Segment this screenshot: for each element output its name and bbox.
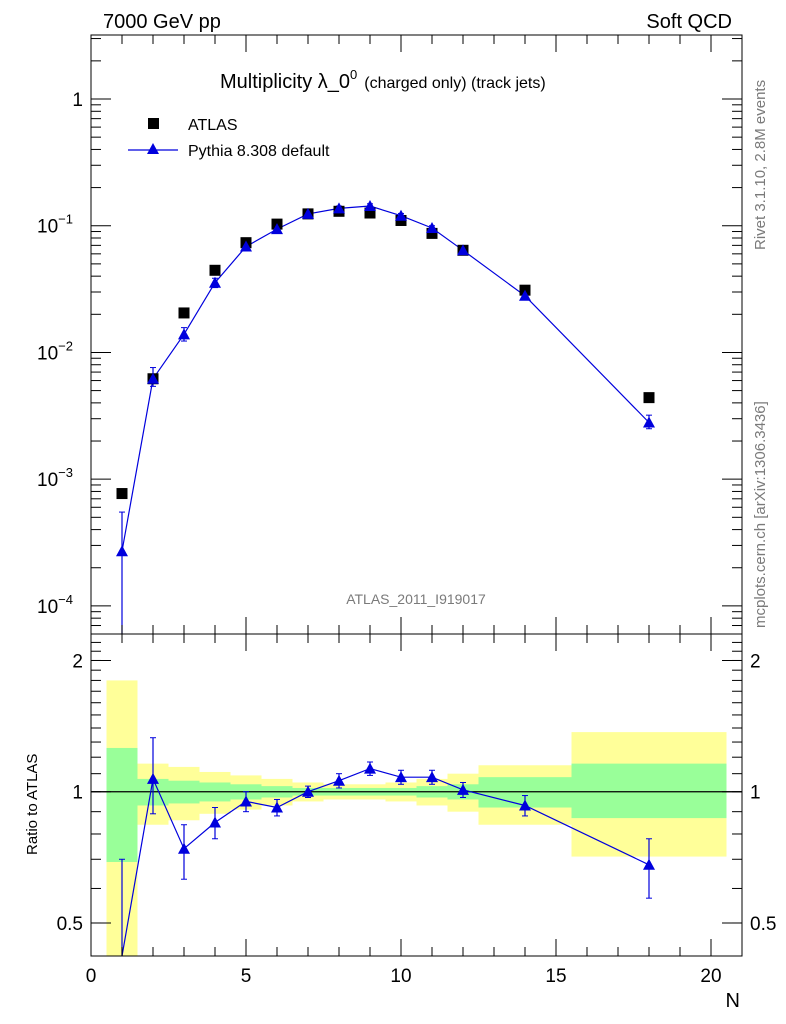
- main-marks: [116, 200, 655, 634]
- ratio-pythia-point: [519, 799, 531, 811]
- ratio-pythia-point: [147, 772, 159, 784]
- chart-title-main: Multiplicity λ_0: [220, 71, 350, 93]
- chart-title-superscript: 0: [350, 67, 357, 82]
- pythia-data-point: [178, 328, 190, 340]
- ratio-pythia-point: [302, 785, 314, 797]
- pythia-data-point: [457, 244, 469, 256]
- pythia-data-point: [395, 209, 407, 221]
- legend-label-atlas: ATLAS: [188, 117, 238, 134]
- ratio-y-tick-label-left: 0.5: [57, 914, 83, 935]
- pythia-line: [121, 205, 650, 552]
- ratio-y-tick-label-right: 0.5: [750, 914, 776, 935]
- pythia-data-point: [333, 202, 345, 214]
- main-y-tick-label: 1: [72, 90, 83, 111]
- ratio-pythia-point: [395, 771, 407, 783]
- ratio-pythia-point: [333, 774, 345, 786]
- header-left-label: 7000 GeV pp: [103, 11, 221, 33]
- x-tick-label: 20: [700, 966, 721, 987]
- x-tick-label: 15: [545, 966, 566, 987]
- ratio-marks: [91, 680, 742, 957]
- main-y-tick-label: 10−1: [37, 212, 73, 238]
- main-y-tick-base: 10: [37, 470, 58, 491]
- main-y-tick-exponent: −3: [58, 465, 73, 480]
- pythia-data-point: [519, 289, 531, 301]
- legend: ATLAS Pythia 8.308 default: [128, 117, 330, 160]
- main-plot-panel: 110−110−210−310−4 Multiplicity λ_00(char…: [37, 34, 743, 635]
- main-y-tick-exponent: −2: [58, 338, 73, 353]
- ratio-y-axis-label: Ratio to ATLAS: [24, 754, 41, 855]
- atlas-data-point: [643, 392, 655, 404]
- main-y-tick-base: 10: [37, 597, 58, 618]
- ratio-plot-frame: [90, 633, 743, 957]
- main-y-tick-label: 10−3: [37, 465, 73, 491]
- x-tick-label: 10: [390, 966, 411, 987]
- main-y-tick-base: 10: [37, 217, 58, 238]
- main-axes: 110−110−210−310−4: [37, 35, 743, 635]
- pythia-data-point: [209, 276, 221, 288]
- atlas-data-point: [364, 207, 376, 219]
- main-y-tick-base: 10: [37, 343, 58, 364]
- legend-square-marker: [148, 118, 159, 129]
- pythia-data-point: [271, 223, 283, 235]
- header-right-label: Soft QCD: [646, 11, 732, 33]
- ratio-pythia-point: [457, 783, 469, 795]
- main-y-tick-exponent: −1: [58, 212, 73, 227]
- pythia-data-point: [364, 200, 376, 212]
- pythia-data-point: [147, 372, 159, 384]
- ratio-pythia-point: [240, 795, 252, 807]
- ratio-y-tick-label-right: 1: [750, 783, 761, 804]
- chart-title: Multiplicity λ_00 (charged only) (track j…: [220, 67, 546, 93]
- ratio-pythia-point: [643, 858, 655, 870]
- pythia-data-point: [240, 240, 252, 252]
- ratio-pythia-point: [178, 842, 190, 854]
- x-tick-label: 0: [86, 966, 97, 987]
- atlas-data-point: [116, 488, 128, 500]
- mcplots-reference-label: mcplots.cern.ch [arXiv:1306.3436]: [752, 401, 769, 628]
- ratio-pythia-line: [121, 767, 650, 957]
- ratio-pythia-point: [426, 771, 438, 783]
- ratio-pythia-point: [209, 816, 221, 828]
- x-tick-label: 5: [241, 966, 252, 987]
- pythia-data-point: [302, 207, 314, 219]
- ratio-plot-panel: 0.5 0.51 12 20 5 10 15 20 Ratio to ATLAS N: [24, 633, 776, 1012]
- ratio-y-tick-label-left: 2: [72, 651, 83, 672]
- ratio-pythia-point: [271, 801, 283, 813]
- pythia-data-point: [643, 416, 655, 428]
- atlas-data-point: [178, 307, 190, 319]
- main-y-tick-label: 10−2: [37, 338, 73, 364]
- analysis-label: ATLAS_2011_I919017: [346, 591, 486, 607]
- chart-title-suffix: (charged only) (track jets): [364, 75, 545, 92]
- atlas-data-point: [209, 264, 221, 276]
- legend-label-pythia: Pythia 8.308 default: [188, 143, 330, 160]
- ratio-pythia-point: [364, 762, 376, 774]
- legend-entry-pythia: Pythia 8.308 default: [128, 143, 330, 160]
- ratio-y-tick-label-left: 1: [72, 783, 83, 804]
- pythia-data-point: [116, 545, 128, 557]
- uncertainty-band-green: [571, 763, 727, 819]
- legend-triangle-marker: [147, 143, 159, 154]
- rivet-version-label: Rivet 3.1.10, 2.8M events: [752, 80, 769, 250]
- x-axis-label: N: [726, 990, 740, 1012]
- legend-entry-atlas: ATLAS: [148, 117, 238, 134]
- ratio-axes: 0.5 0.51 12 20 5 10 15 20: [57, 634, 776, 987]
- uncertainty-band-green: [106, 747, 138, 862]
- main-y-tick-exponent: −4: [58, 592, 73, 607]
- ratio-y-tick-label-right: 2: [750, 651, 761, 672]
- atlas-data-point: [426, 227, 438, 239]
- pythia-data-point: [426, 221, 438, 233]
- main-y-tick-label: 10−4: [37, 592, 73, 618]
